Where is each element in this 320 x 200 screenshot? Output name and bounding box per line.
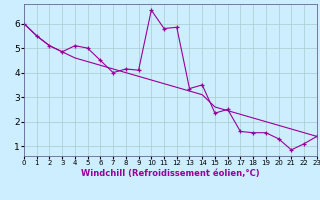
X-axis label: Windchill (Refroidissement éolien,°C): Windchill (Refroidissement éolien,°C) [81, 169, 260, 178]
